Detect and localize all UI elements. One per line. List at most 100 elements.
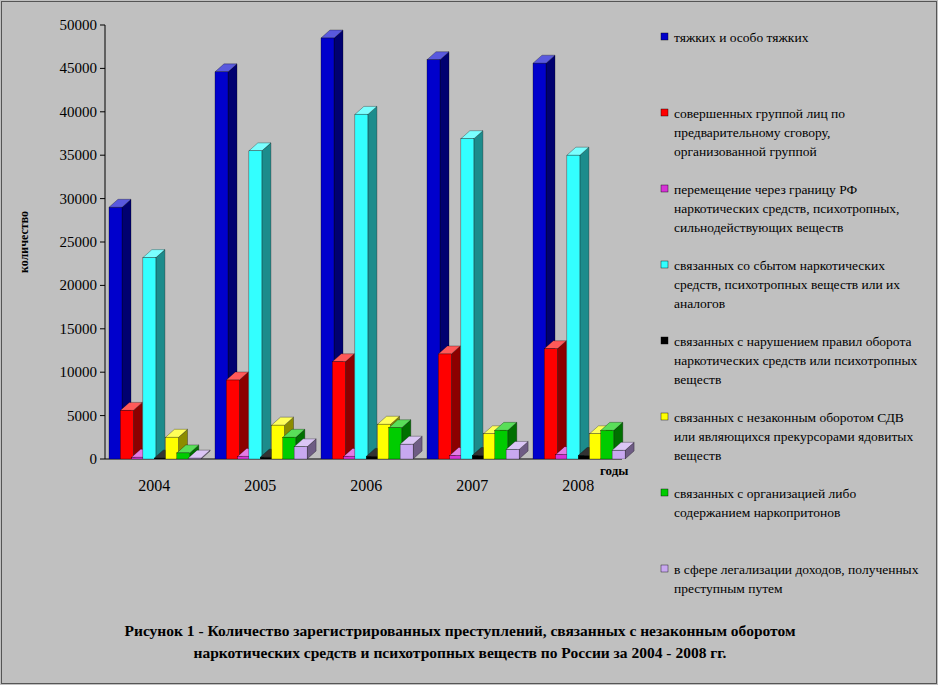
legend-label: связанных с незаконным оборотом СДВ или я… (674, 410, 913, 463)
legend-label: связанных со сбытом наркотическихсредств… (674, 258, 900, 311)
legend-line: связанных с организацией либо (674, 486, 856, 501)
bar-top (567, 147, 589, 155)
legend-line: сильнодействующих веществ (674, 220, 843, 235)
bar-top (495, 422, 517, 430)
bar-top (461, 131, 483, 139)
legend-line: или являющихся прекурсорами ядовитых (674, 429, 913, 444)
bar (226, 380, 239, 459)
bar (143, 258, 156, 459)
bar (484, 434, 497, 459)
bar-top (109, 199, 131, 207)
bar-side (474, 131, 483, 459)
legend-line: в сфере легализации доходов, полученных (674, 562, 919, 577)
bar (601, 430, 614, 459)
bar (590, 434, 603, 459)
bar (344, 456, 357, 459)
x-tick-label: 2004 (138, 477, 170, 494)
y-tick (100, 111, 105, 112)
legend-swatch (661, 109, 668, 116)
bar (556, 455, 569, 459)
legend-line: наркотических средств, психотропных, (674, 201, 899, 216)
bar (506, 449, 519, 459)
bar-top (533, 55, 555, 63)
bar-top (226, 372, 248, 380)
bar (120, 410, 133, 459)
y-tick-label: 15000 (60, 321, 98, 337)
bar (578, 456, 591, 459)
legend-line: предварительному сговору, (674, 125, 830, 140)
legend-line: организованной группой (674, 144, 817, 159)
y-tick (100, 285, 105, 286)
y-tick (100, 415, 105, 416)
x-tick-label: 2006 (350, 477, 382, 494)
bar (249, 151, 262, 459)
legend-label: тяжких и особо тяжких (674, 30, 809, 45)
bar-top (438, 346, 460, 354)
bar (378, 424, 391, 459)
bar-side (557, 341, 566, 459)
legend-swatch (661, 489, 668, 496)
bar (238, 456, 251, 459)
legend-line: средств, психотропных веществ или их (674, 277, 900, 292)
bar (109, 207, 122, 459)
bar-top (120, 402, 142, 410)
bar (438, 354, 451, 459)
bar (154, 458, 167, 459)
chart: 0500010000150002000025000300003500040000… (0, 0, 938, 685)
legend-line: аналогов (674, 296, 725, 311)
y-tick-label: 0 (90, 451, 98, 467)
legend-swatch (661, 413, 668, 420)
bar (260, 457, 273, 459)
bar (321, 38, 334, 459)
bar-top (389, 420, 411, 428)
legend-swatch (661, 185, 668, 192)
y-tick-label: 5000 (67, 408, 97, 424)
bar-side (239, 372, 248, 459)
bar (389, 428, 402, 459)
y-axis-label: количество (17, 211, 31, 273)
bar-top (601, 422, 623, 430)
title-line: наркотических средств и психотропных вещ… (194, 644, 727, 661)
bar-side (580, 147, 589, 459)
bar-top (215, 64, 237, 72)
bar-side (368, 106, 377, 459)
bar (612, 450, 625, 459)
bar-top (506, 441, 528, 449)
bar (427, 60, 440, 459)
legend-line: наркотических средств или психотропных (674, 353, 918, 368)
bar (332, 362, 345, 459)
legend-swatch (661, 261, 668, 268)
bar-top (612, 442, 634, 450)
bar-side (156, 250, 165, 459)
bar-top (249, 143, 271, 151)
bar-top (400, 436, 422, 444)
bar-top (143, 250, 165, 258)
bar-top (188, 450, 210, 458)
legend-swatch (661, 33, 668, 40)
bar-top (294, 439, 316, 447)
x-tick-label: 2007 (456, 477, 488, 494)
y-tick-label: 50000 (60, 17, 98, 33)
legend-label: совершенных группой лиц по предварительно… (674, 106, 845, 159)
bar (544, 349, 557, 459)
legend-line: тяжких и особо тяжких (674, 30, 809, 45)
bar (472, 456, 485, 459)
y-tick-label: 20000 (60, 277, 98, 293)
y-tick-label: 10000 (60, 364, 98, 380)
legend-label: перемещение через границу РФнаркотически… (674, 182, 899, 235)
legend-line: веществ (674, 372, 721, 387)
bar-side (262, 143, 271, 459)
legend-line: связанных с незаконным оборотом СДВ (674, 410, 904, 425)
bar (188, 458, 201, 459)
y-tick (100, 242, 105, 243)
legend-line: совершенных группой лиц по (674, 106, 845, 121)
bar-top (332, 354, 354, 362)
bar (355, 114, 368, 459)
legend-label: связанных с нарушением правил оборотанар… (674, 334, 918, 387)
bar (495, 430, 508, 459)
title: Рисунок 1 - Количество зарегистрированны… (125, 622, 796, 661)
background (2, 2, 937, 684)
y-tick (100, 155, 105, 156)
x-tick-label: 2008 (562, 477, 594, 494)
y-tick-label: 45000 (60, 60, 98, 76)
